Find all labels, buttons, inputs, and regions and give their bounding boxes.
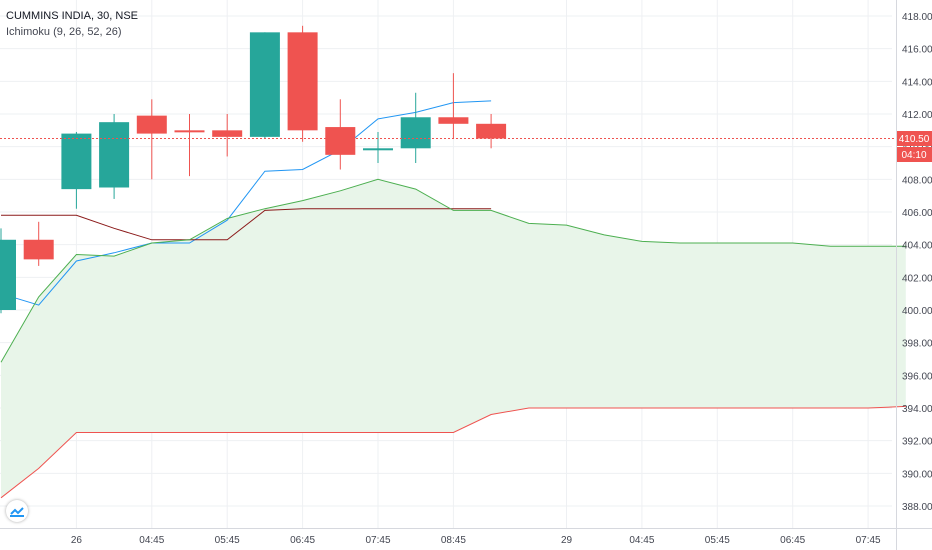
series-lead1-line [0, 178, 906, 363]
candle-body [476, 123, 507, 139]
candle-body [212, 130, 243, 137]
y-tick-label: 406.00 [902, 208, 932, 219]
y-tick-label: 416.00 [902, 45, 932, 56]
y-tick-label: 414.00 [902, 77, 932, 88]
x-tick-label: 07:45 [365, 535, 390, 546]
candle-body [0, 239, 16, 310]
candle-body [400, 117, 431, 149]
last-price-label: 410.50 [899, 134, 930, 145]
candle-body [325, 127, 356, 155]
candle-body [23, 239, 54, 260]
y-tick-label: 408.00 [902, 175, 932, 186]
y-tick-label: 392.00 [902, 437, 932, 448]
candle-body [99, 122, 130, 188]
countdown-tag [897, 147, 932, 162]
series-lead2-line [0, 405, 906, 499]
ichimoku-lines [0, 100, 906, 499]
x-tick-label: 05:45 [215, 535, 240, 546]
price-tags: 410.50 04:10 [897, 131, 932, 162]
indicator-label[interactable]: Ichimoku (9, 26, 52, 26) [6, 26, 122, 38]
y-tick-label: 388.00 [902, 502, 932, 513]
y-tick-label: 402.00 [902, 273, 932, 284]
y-tick-label: 400.00 [902, 306, 932, 317]
chart-legend: CUMMINS INDIA, 30, NSE Ichimoku (9, 26, … [6, 8, 138, 40]
candle-body [438, 117, 469, 124]
y-tick-label: 404.00 [902, 241, 932, 252]
candles [0, 25, 507, 314]
last-price-tag [897, 131, 932, 146]
x-tick-label: 29 [561, 535, 573, 546]
candle-body [61, 133, 92, 190]
y-tick-label: 412.00 [902, 110, 932, 121]
x-tick-label: 26 [71, 535, 83, 546]
x-tick-label: 07:45 [856, 535, 881, 546]
x-tick-label: 04:45 [629, 535, 654, 546]
x-tick-label: 05:45 [705, 535, 730, 546]
candle-body [249, 32, 280, 137]
x-tick-label: 04:45 [139, 535, 164, 546]
countdown-label: 04:10 [901, 150, 926, 161]
x-tick-label: 06:45 [780, 535, 805, 546]
series-conversion-line [0, 100, 492, 306]
candle-body [363, 148, 393, 151]
y-tick-label: 398.00 [902, 339, 932, 350]
x-tick-label: 08:45 [441, 535, 466, 546]
tradingview-logo[interactable] [6, 500, 28, 522]
candle-body [287, 32, 318, 131]
series-base-line [1, 208, 492, 241]
y-tick-label: 396.00 [902, 371, 932, 382]
x-tick-label: 06:45 [290, 535, 315, 546]
cloud-logo-icon [10, 507, 24, 517]
tick-labels: 388.00 390.00 392.00 394.00 396.00 398.00 400.… [71, 12, 932, 546]
y-tick-label: 418.00 [902, 12, 932, 23]
y-tick-label: 394.00 [902, 404, 932, 415]
ichimoku-cloud [1, 179, 906, 498]
symbol-title[interactable]: CUMMINS INDIA, 30, NSE [6, 10, 139, 22]
candle-body [174, 130, 205, 133]
y-tick-label: 390.00 [902, 469, 932, 480]
candle-body [136, 115, 167, 134]
